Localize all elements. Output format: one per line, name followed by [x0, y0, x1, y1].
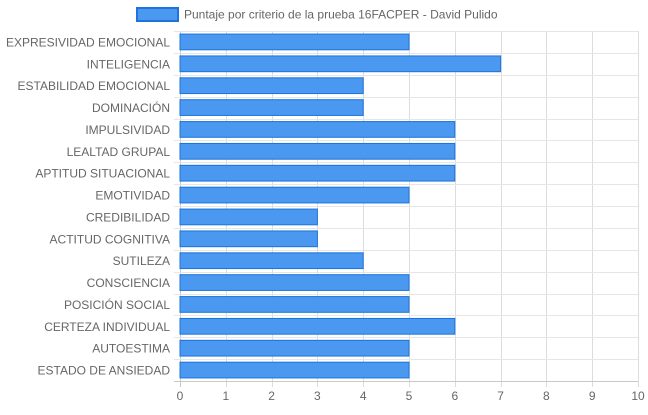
x-axis-tick-label: 3 [314, 389, 321, 403]
bar[interactable] [179, 164, 456, 182]
bar[interactable] [179, 55, 502, 73]
y-axis-tick-label: INTELIGENCIA [87, 57, 170, 71]
y-axis-tick-label: CONSCIENCIA [87, 276, 170, 290]
bar[interactable] [179, 317, 456, 335]
bar[interactable] [179, 142, 456, 160]
y-axis-tick-label: IMPULSIVIDAD [85, 123, 170, 137]
legend-swatch[interactable] [136, 7, 179, 22]
bars [179, 33, 502, 379]
x-axis-tick-label: 1 [222, 389, 229, 403]
y-axis-labels: EXPRESIVIDAD EMOCIONAL INTELIGENCIA ESTABI… [6, 35, 170, 377]
grid [174, 31, 639, 387]
x-axis-tick-label: 7 [497, 389, 504, 403]
y-axis-tick-label: LEALTAD GRUPAL [67, 145, 171, 159]
y-axis-tick-label: EXPRESIVIDAD EMOCIONAL [6, 35, 170, 49]
y-axis-tick-label: CERTEZA INDIVIDUAL [44, 320, 170, 334]
x-axis-labels: 0 1 2 3 4 5 6 7 8 9 10 [177, 389, 645, 403]
x-axis-tick-label: 4 [360, 389, 367, 403]
x-axis-tick-label: 9 [589, 389, 596, 403]
x-axis-tick-label: 10 [631, 389, 645, 403]
x-axis-tick-label: 0 [177, 389, 184, 403]
bar[interactable] [179, 99, 364, 116]
y-axis-tick-label: CREDIBILIDAD [86, 210, 170, 224]
y-axis-tick-label: AUTOESTIMA [92, 342, 170, 356]
bar[interactable] [179, 361, 410, 379]
x-axis-tick-label: 5 [406, 389, 413, 403]
y-axis-tick-label: SUTILEZA [113, 254, 170, 268]
y-axis-tick-label: EMOTIVIDAD [95, 189, 170, 203]
y-axis-tick-label: APTITUD SITUACIONAL [35, 167, 170, 181]
bar[interactable] [179, 339, 410, 357]
bar[interactable] [179, 230, 318, 248]
bar[interactable] [179, 208, 318, 226]
bar[interactable] [179, 296, 410, 313]
bar[interactable] [179, 186, 410, 204]
legend-label[interactable]: Puntaje por criterio de la prueba 16FACP… [184, 8, 498, 22]
y-axis-tick-label: ACTITUD COGNITIVA [50, 232, 170, 246]
y-axis-tick-label: ESTADO DE ANSIEDAD [38, 364, 171, 378]
bar[interactable] [179, 77, 364, 95]
x-axis-tick-label: 2 [268, 389, 275, 403]
x-axis-tick-label: 8 [543, 389, 550, 403]
y-axis-tick-label: DOMINACIÓN [92, 100, 170, 115]
bar[interactable] [179, 121, 456, 138]
bar[interactable] [179, 33, 410, 51]
y-axis-tick-label: POSICIÓN SOCIAL [64, 297, 170, 312]
y-axis-tick-label: ESTABILIDAD EMOCIONAL [18, 79, 171, 93]
legend[interactable]: Puntaje por criterio de la prueba 16FACP… [136, 7, 498, 22]
bar[interactable] [179, 252, 364, 270]
x-axis-tick-label: 6 [451, 389, 458, 403]
bar[interactable] [179, 274, 410, 291]
